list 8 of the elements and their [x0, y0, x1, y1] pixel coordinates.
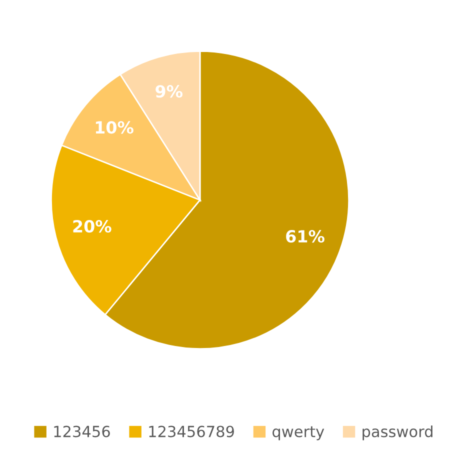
- legend-label: password: [362, 425, 432, 440]
- data-label: 10%: [96, 121, 134, 134]
- legend-label: 123456789: [149, 426, 234, 438]
- legend-label: qwerty: [272, 426, 324, 440]
- data-label: 9%: [156, 85, 182, 98]
- legend-label: 123456: [54, 426, 110, 438]
- data-label: 20%: [73, 220, 112, 233]
- data-label: 61%: [286, 230, 324, 243]
